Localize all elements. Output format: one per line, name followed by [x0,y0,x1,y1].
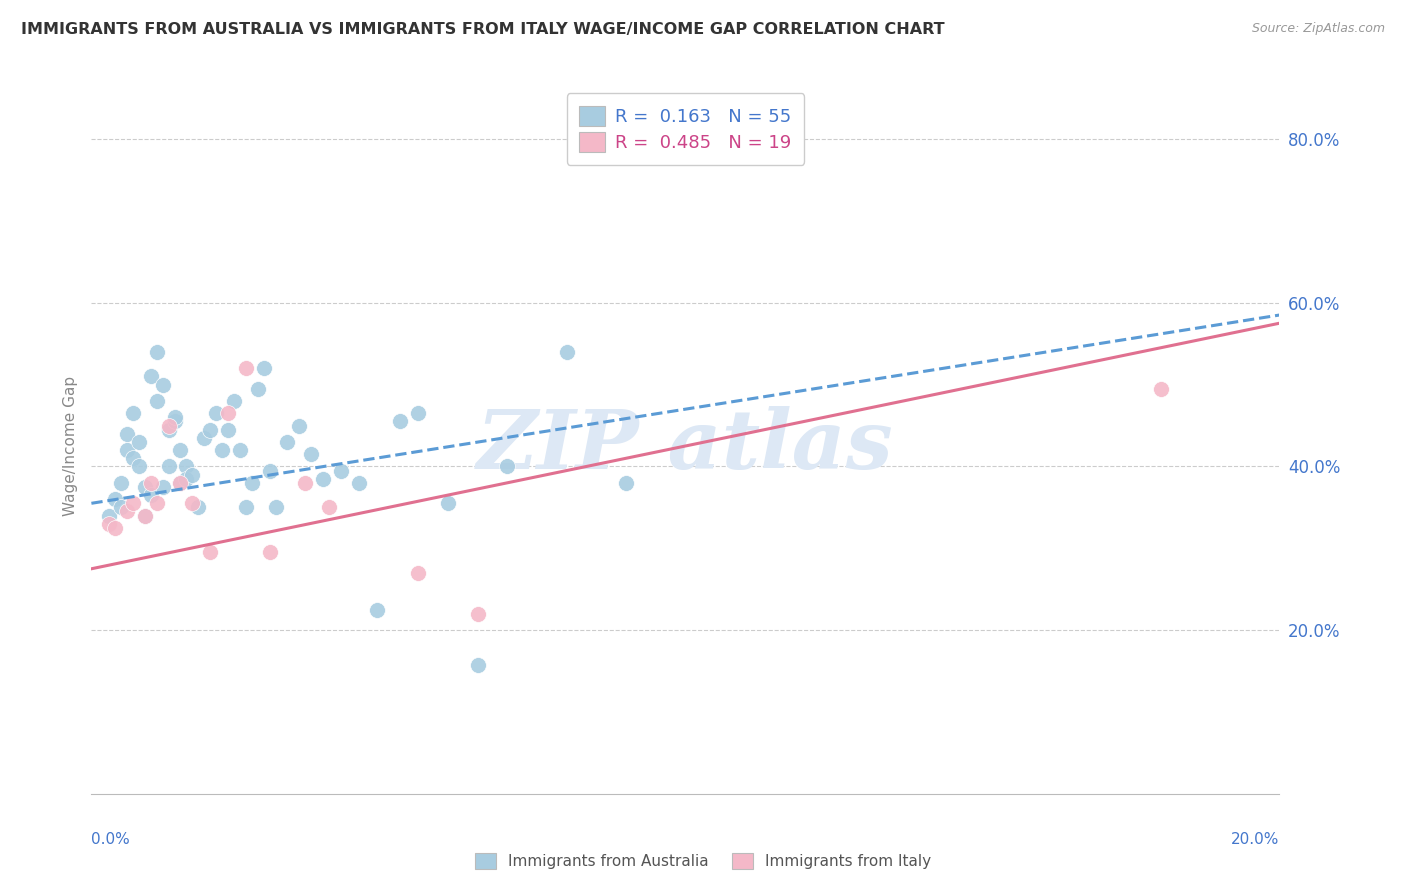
Point [246,382,269,396]
Point [98,516,121,531]
Text: ZIP atlas: ZIP atlas [477,406,894,486]
Point [555,344,578,359]
Point [134,508,156,523]
Point [467,657,489,672]
Y-axis label: Wage/Income Gap: Wage/Income Gap [62,376,77,516]
Point [240,475,263,490]
Text: 0.0%: 0.0% [91,832,131,847]
Point [104,521,127,535]
Point [259,464,281,478]
Legend: R =  0.163   N = 55, R =  0.485   N = 19: R = 0.163 N = 55, R = 0.485 N = 19 [567,94,804,165]
Point [259,545,281,559]
Point [98,508,121,523]
Point [157,423,180,437]
Point [139,369,162,384]
Point [145,394,167,409]
Point [264,500,287,515]
Point [229,443,252,458]
Point [110,475,132,490]
Point [181,496,204,510]
Point [128,459,150,474]
Point [115,426,138,441]
Point [157,459,180,474]
Point [496,459,519,474]
Point [436,496,458,510]
Point [115,504,138,518]
Point [104,492,127,507]
Point [110,500,132,515]
Point [235,361,257,376]
Point [122,406,145,420]
Point [181,467,204,482]
Point [235,500,257,515]
Point [389,414,412,428]
Point [222,394,245,409]
Point [163,414,186,428]
Text: 20.0%: 20.0% [1232,832,1279,847]
Point [134,480,156,494]
Point [276,434,298,449]
Point [294,475,316,490]
Point [115,443,138,458]
Point [200,423,222,437]
Point [200,545,222,559]
Point [122,496,145,510]
Legend: Immigrants from Australia, Immigrants from Italy: Immigrants from Australia, Immigrants fr… [468,847,938,875]
Point [122,451,145,466]
Point [288,418,311,433]
Point [145,344,167,359]
Point [217,406,239,420]
Point [145,496,167,510]
Point [152,377,174,392]
Point [169,475,191,490]
Point [318,500,340,515]
Text: Source: ZipAtlas.com: Source: ZipAtlas.com [1251,22,1385,36]
Point [139,475,162,490]
Point [139,488,162,502]
Point [128,434,150,449]
Point [366,603,388,617]
Point [134,508,156,523]
Point [1149,382,1171,396]
Point [406,406,429,420]
Point [329,464,352,478]
Point [211,443,233,458]
Point [347,475,370,490]
Point [299,447,322,461]
Point [217,423,239,437]
Point [176,472,198,486]
Point [467,607,489,621]
Point [169,475,191,490]
Point [176,459,198,474]
Point [253,361,276,376]
Point [406,566,429,580]
Point [169,443,191,458]
Point [614,475,637,490]
Point [152,480,174,494]
Point [157,418,180,433]
Text: IMMIGRANTS FROM AUSTRALIA VS IMMIGRANTS FROM ITALY WAGE/INCOME GAP CORRELATION C: IMMIGRANTS FROM AUSTRALIA VS IMMIGRANTS … [21,22,945,37]
Point [312,472,335,486]
Point [187,500,209,515]
Point [205,406,228,420]
Point [193,431,215,445]
Point [163,410,186,425]
